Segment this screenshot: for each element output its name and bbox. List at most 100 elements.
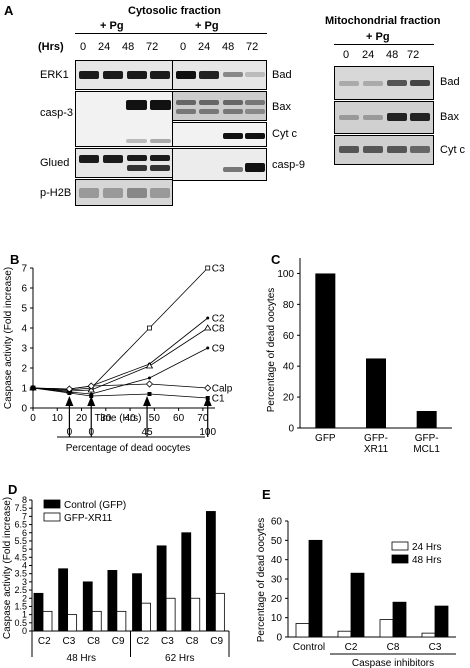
e-y-tick-label: 30 [271,575,283,586]
time-48-left: 48 [122,41,135,53]
b-series-label: C8 [212,324,225,335]
label-bad-cyto: Bad [272,69,292,81]
b-y-tick-label: 2 [21,364,27,375]
d-y-tick-label: 6 [22,528,27,538]
e-legend-label: 24 Hrs [412,542,441,553]
b-point [145,362,154,369]
d-y-tick-label: 6.5 [14,520,27,530]
d-category-label: C2 [38,636,51,647]
panel-letter-a: A [4,3,14,18]
b-dead-value: 45 [141,427,153,438]
time-24-left: 24 [98,41,111,53]
c-y-tick-label: 100 [277,269,294,280]
b-dead-arrow-head [203,396,212,406]
blot-bad-cyto [172,60,267,90]
e-legend-label: 48 Hrs [412,555,441,566]
b-point [206,346,210,350]
pg-line-right [172,33,267,34]
d-y-tick-label: 1 [22,610,27,620]
b-y-tick-label: 3 [21,344,27,355]
b-series-label: C3 [212,264,225,275]
e-y-tick-label: 60 [271,517,283,528]
b-dead-arrow-head [65,396,74,406]
d-bar [181,532,192,632]
time-0-left: 0 [80,41,87,53]
d-y-tick-label: 1.5 [14,601,27,611]
c-y-tick-label: 0 [288,424,294,435]
d-bar [116,610,127,632]
b-x-tick-label: 20 [76,413,88,424]
d-bar [82,581,93,632]
d-y-tick-label: 7.5 [14,503,27,513]
b-y-tick-label: 5 [21,304,27,315]
d-y-tick-label: 5.5 [14,536,27,546]
e-y-tick-label: 40 [271,555,283,566]
e-bar [392,601,407,638]
b-x-tick-label: 60 [173,413,185,424]
b-y-tick-label: 6 [21,284,27,295]
b-point [145,380,154,388]
blot-bad-mito [334,66,434,100]
b-x-tick-label: 0 [30,413,36,424]
b-point [67,391,72,395]
e-bar [421,632,436,638]
e-category-label: Control [293,642,325,653]
label-ph2b: p-H2B [40,187,72,199]
blot-cytc-cyto [172,122,267,147]
label-cytc-mito: Cyt c [440,144,466,156]
time-48-mito: 48 [386,49,399,61]
d-bar [190,597,201,632]
b-series-line-c3 [32,267,209,391]
pg-label-left: + Pg [100,20,124,32]
d-y-tick-label: 2.5 [14,585,27,595]
e-legend-swatch [391,541,409,551]
b-x-axis-label: Time (Hrs) [95,413,142,424]
panel-letter-d: D [8,482,17,497]
blot-casp9 [172,148,267,181]
d-legend-label: GFP-XR11 [64,513,113,524]
e-y-tick-label: 10 [271,613,283,624]
d-category-label: C9 [210,636,223,647]
c-bar [315,273,336,428]
d-bar [165,597,176,632]
label-glued: Glued [40,157,70,169]
d-y-tick-label: 0 [22,626,27,636]
c-bar [416,411,437,428]
d-bar [132,573,142,632]
b-dead-axis-label: Percentage of dead oocytes [66,443,191,454]
d-bar [205,511,216,632]
b-series-label: C2 [212,314,225,325]
d-category-label: C9 [112,636,125,647]
b-series-label: C1 [212,394,225,405]
d-category-label: C3 [63,636,76,647]
time-72-left: 72 [146,41,159,53]
blot-erk1 [75,60,173,90]
mitochondrial-title: Mitochondrial fraction [325,15,441,27]
time-0-right: 0 [180,41,187,53]
blot-glued [75,148,173,178]
d-bar [156,545,167,632]
b-series-label: C9 [212,344,225,355]
d-group-label: 48 Hrs [67,653,96,664]
d-y-tick-label: 0.5 [14,618,27,628]
c-y-tick-label: 60 [283,331,295,342]
b-x-tick-label: 50 [149,413,161,424]
label-casp9: casp-9 [272,159,306,171]
time-48-right: 48 [222,41,235,53]
label-casp3: casp-3 [40,107,74,119]
b-series-line-c9 [32,347,208,395]
blot-casp3 [75,91,173,147]
d-bar [33,592,44,632]
d-y-tick-label: 3 [22,577,27,587]
label-bax-mito: Bax [440,111,459,123]
pg-label-right: + Pg [195,20,219,32]
b-dead-arrow-head [143,396,152,406]
time-72-right: 72 [246,41,259,53]
b-dead-value: 0 [88,427,94,438]
panel-letter-e: E [262,487,271,502]
pg-line-left [75,33,173,34]
e-group-label: Caspase inhibitors [352,658,434,668]
e-category-label: C3 [429,642,442,653]
d-y-tick-label: 4 [22,561,27,571]
d-bar [42,610,53,632]
